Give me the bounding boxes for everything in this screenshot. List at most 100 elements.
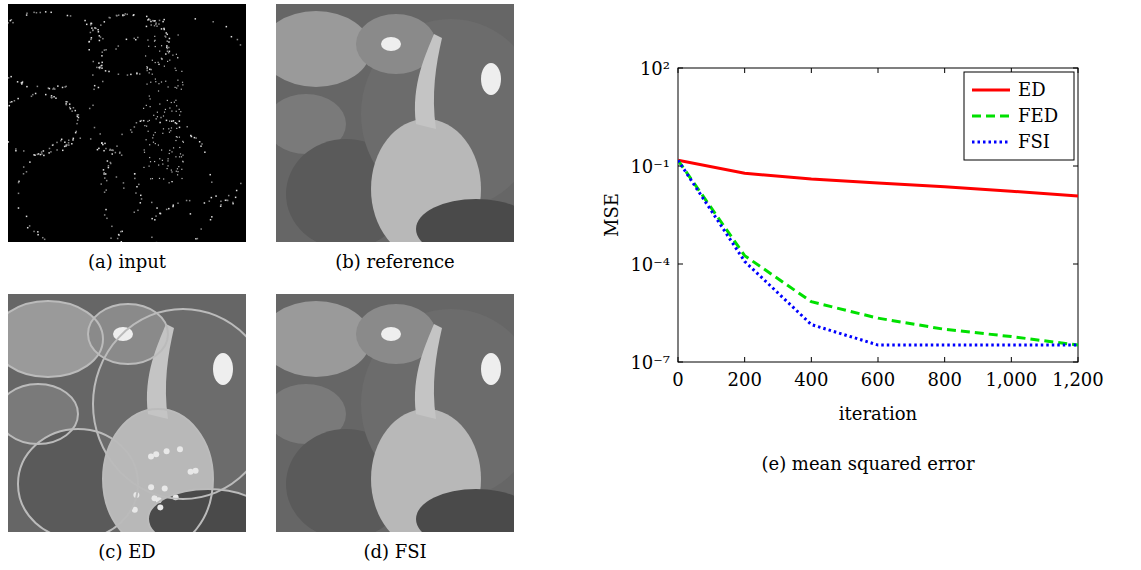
pixel	[177, 85, 178, 86]
series-group	[678, 160, 1078, 345]
pixel	[71, 143, 73, 145]
pixel	[98, 31, 100, 32]
pixel	[37, 231, 39, 233]
image-region	[193, 468, 199, 474]
pixel	[240, 183, 242, 185]
pixel	[220, 206, 222, 208]
pixel	[94, 127, 96, 128]
tick	[1073, 68, 1078, 69]
pixel	[162, 160, 163, 161]
pixel	[168, 208, 170, 210]
pixel	[157, 112, 158, 113]
pixel	[152, 60, 153, 61]
pixel	[155, 46, 156, 47]
pixel	[159, 158, 160, 159]
pixel	[168, 128, 169, 129]
pixel	[26, 171, 28, 173]
pixel	[173, 120, 175, 122]
pixel	[131, 131, 133, 133]
pixel	[18, 193, 20, 195]
pixel	[104, 177, 106, 179]
pixel	[154, 25, 156, 27]
pixel	[181, 89, 182, 90]
pixel	[180, 153, 181, 154]
pixel	[55, 97, 57, 99]
pixel	[169, 132, 170, 133]
pixel	[108, 71, 110, 73]
pixel	[75, 132, 77, 134]
pixel	[65, 86, 67, 88]
pixel	[40, 154, 42, 156]
tick-label: 1,000	[986, 369, 1038, 390]
pixel	[154, 20, 156, 22]
pixel	[152, 178, 153, 179]
pixel	[153, 20, 155, 22]
image-region	[148, 453, 154, 459]
pixel	[100, 65, 102, 67]
pixel	[92, 30, 94, 32]
pixel	[199, 141, 201, 143]
pixel	[105, 173, 107, 175]
pixel	[97, 149, 99, 151]
pixel	[160, 117, 162, 119]
pixel	[237, 39, 239, 41]
pixel	[94, 85, 96, 87]
pixel	[116, 15, 118, 17]
pixel	[149, 19, 151, 21]
pixel	[108, 17, 110, 19]
pixel	[181, 178, 182, 179]
pixel	[18, 207, 20, 209]
pixel	[169, 150, 170, 151]
pixel	[49, 88, 51, 90]
pixel	[172, 206, 174, 208]
image-region	[416, 489, 514, 532]
pixel	[148, 166, 149, 167]
pixel	[134, 211, 136, 213]
pixel	[179, 115, 180, 116]
tick	[678, 264, 683, 265]
tick	[678, 68, 679, 73]
pixel	[136, 186, 138, 188]
pixel	[98, 148, 100, 150]
pixel	[41, 153, 43, 155]
pixel	[159, 51, 160, 52]
series-line	[678, 160, 1078, 345]
pixel	[49, 148, 51, 150]
pixel	[159, 103, 160, 104]
pixel	[162, 133, 163, 134]
pixel	[78, 114, 80, 116]
pixel	[100, 183, 102, 185]
pixel	[104, 49, 106, 51]
pixel	[240, 44, 242, 46]
pixel	[80, 137, 82, 139]
pixel	[52, 144, 54, 146]
pixel	[110, 162, 112, 164]
pixel	[52, 145, 54, 147]
pixel	[156, 207, 158, 209]
pixel	[169, 60, 170, 61]
pixel	[167, 48, 169, 50]
pixel	[90, 138, 92, 140]
pixel	[153, 134, 154, 135]
pixel	[179, 120, 181, 122]
pixel	[109, 17, 111, 19]
pixel	[78, 117, 80, 119]
pixel	[92, 29, 94, 31]
pixel	[29, 161, 31, 163]
pixel	[166, 209, 168, 211]
pixel	[181, 169, 182, 170]
pixel	[190, 135, 192, 137]
pixel	[158, 144, 159, 145]
pixel	[103, 172, 105, 174]
pixel	[119, 152, 121, 154]
pixel	[8, 22, 9, 24]
pixel	[26, 86, 28, 88]
image-region	[93, 309, 246, 499]
image-region	[8, 384, 78, 444]
pixel	[176, 54, 177, 55]
pixel	[148, 131, 149, 132]
pixel	[186, 200, 188, 202]
pixel	[107, 160, 109, 162]
pixel	[17, 81, 19, 83]
image-region	[481, 63, 501, 95]
